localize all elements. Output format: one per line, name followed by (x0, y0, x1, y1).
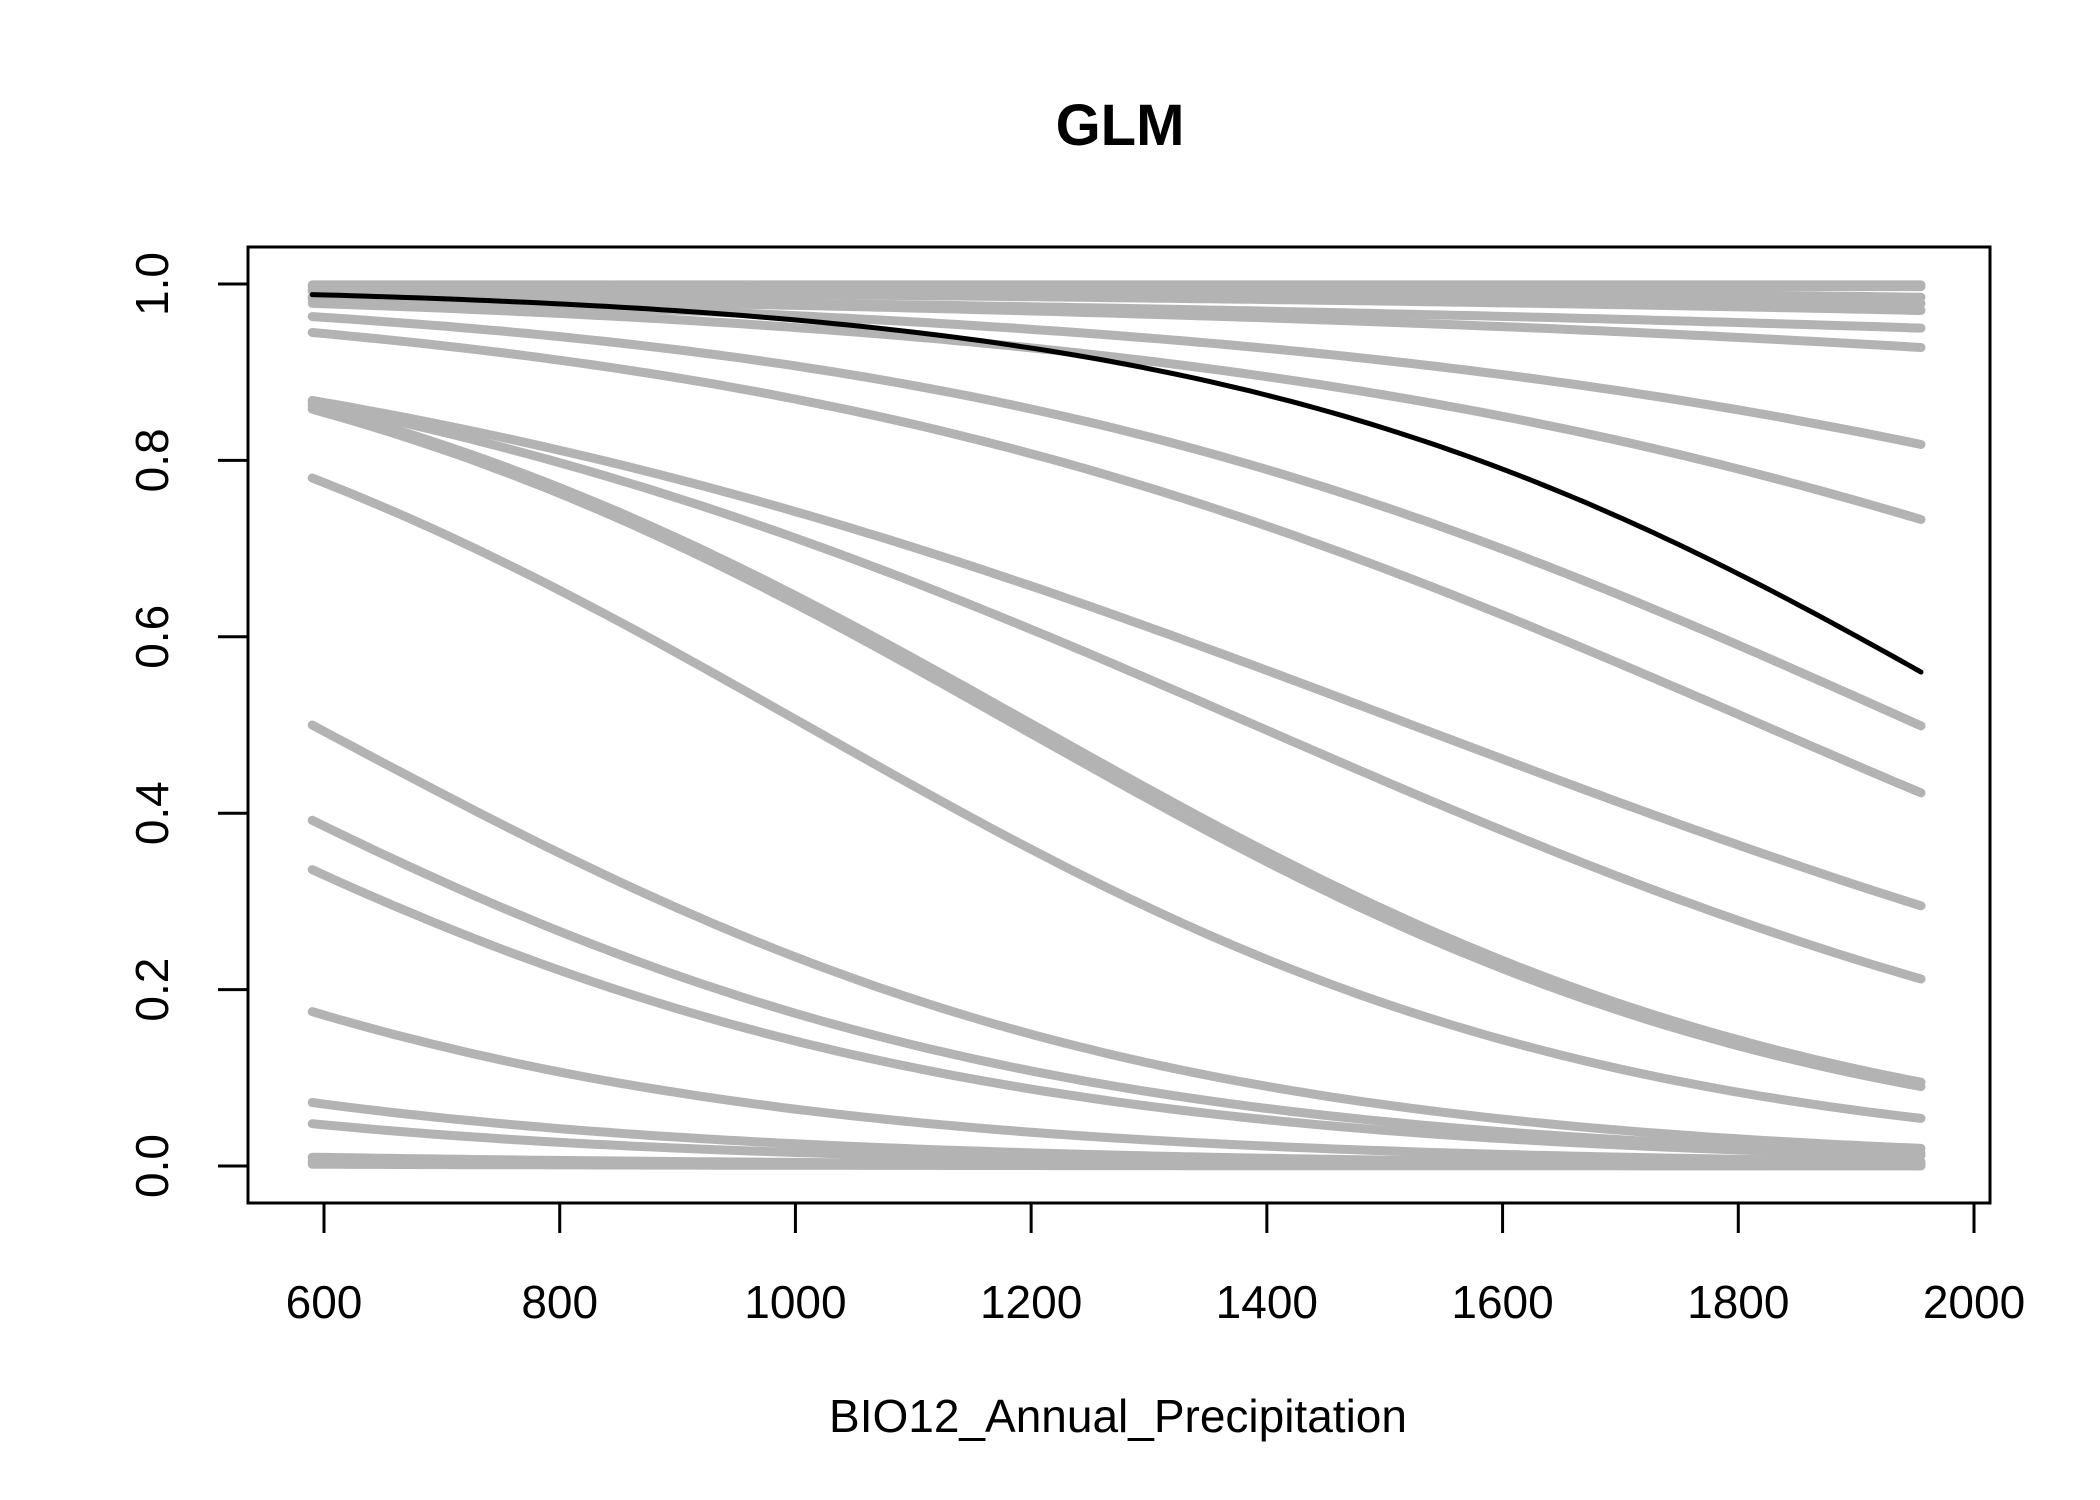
replicate-curve-13 (307, 398, 1926, 984)
replicate-curve-19 (307, 865, 1926, 1160)
x-tick-label-1400: 1400 (1216, 1276, 1318, 1328)
replicate-curve-7 (307, 292, 1926, 352)
replicate-curve-9 (307, 298, 1926, 524)
y-axis: 0.0 0.2 0.4 0.6 0.8 1.0 (126, 252, 250, 1198)
replicate-curve-20 (307, 1007, 1926, 1167)
replicate-curve-5 (307, 286, 1926, 315)
y-tick-label-1.0: 1.0 (126, 252, 178, 316)
curves-layer (307, 280, 1926, 1171)
mean-response-curve (309, 292, 1924, 675)
replicate-curve-18 (307, 815, 1926, 1158)
x-axis: 600 800 1000 1200 1400 1600 1800 2000 (286, 1201, 2025, 1328)
replicate-curve-14 (307, 401, 1926, 1087)
y-tick-label-0.4: 0.4 (126, 781, 178, 845)
chart-title: GLM (1056, 93, 1185, 158)
replicate-curve-17 (307, 720, 1926, 1153)
x-tick-label-1000: 1000 (744, 1276, 846, 1328)
x-tick-label-800: 800 (521, 1276, 598, 1328)
x-axis-label: BIO12_Annual_Precipitation (829, 1390, 1407, 1442)
y-tick-label-0.0: 0.0 (126, 1134, 178, 1198)
y-tick-label-0.6: 0.6 (126, 605, 178, 669)
replicate-curve-15 (307, 404, 1926, 1092)
replicate-curve-11 (307, 328, 1926, 798)
x-tick-label-600: 600 (286, 1276, 363, 1328)
y-tick-label-0.2: 0.2 (126, 958, 178, 1022)
x-tick-label-1200: 1200 (980, 1276, 1082, 1328)
replicate-curve-10 (307, 312, 1926, 731)
replicate-curve-16 (307, 473, 1926, 1123)
replicate-curve-25 (307, 1159, 1926, 1171)
replicate-curve-12 (307, 395, 1926, 911)
x-tick-label-1800: 1800 (1687, 1276, 1789, 1328)
x-tick-label-1600: 1600 (1451, 1276, 1553, 1328)
x-tick-label-2000: 2000 (1923, 1276, 2025, 1328)
y-tick-label-0.8: 0.8 (126, 428, 178, 492)
